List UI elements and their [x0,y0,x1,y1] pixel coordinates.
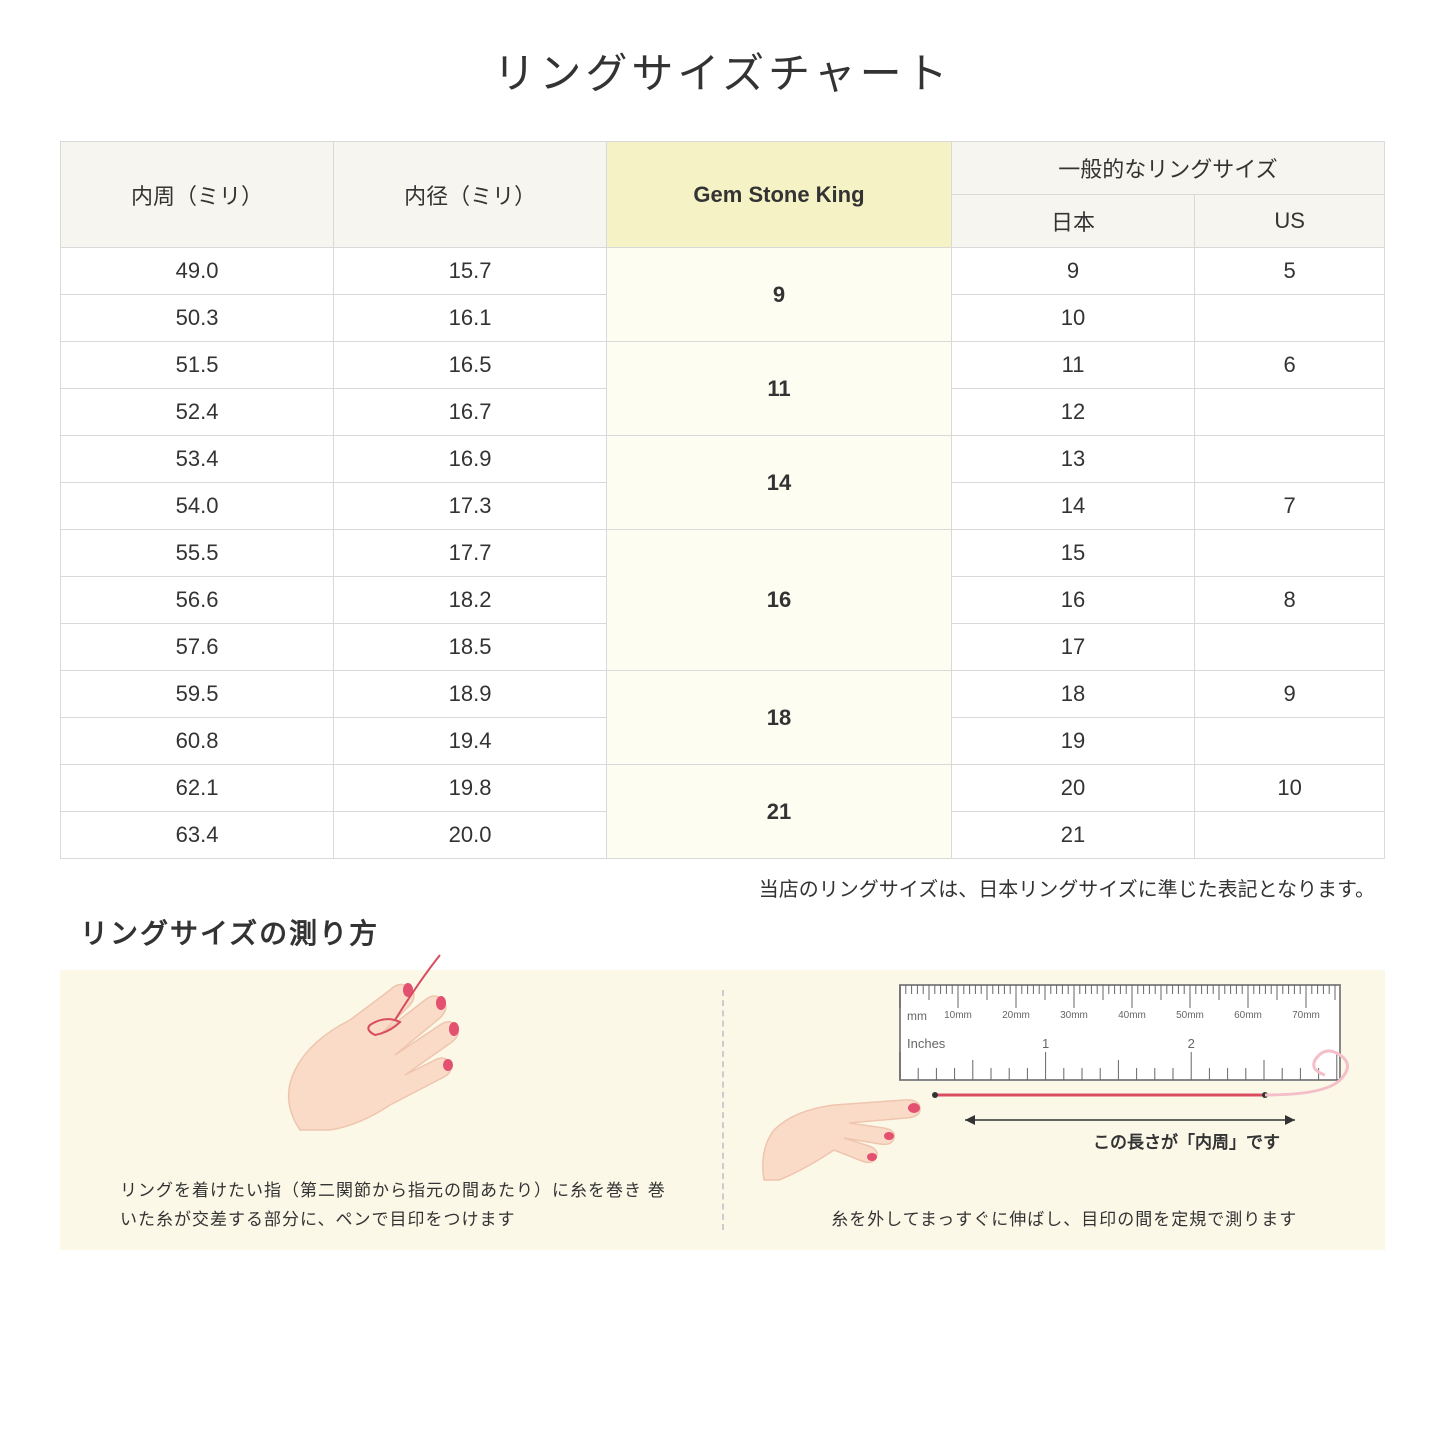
note-text: 当店のリングサイズは、日本リングサイズに準じた表記となります。 [60,873,1375,902]
cell-gsk: 16 [607,530,952,671]
cell-us [1195,530,1385,577]
howto-step-2-text: 糸を外してまっすぐに伸ばし、目印の間を定規で測ります [784,1206,1346,1235]
cell-circumference: 54.0 [61,483,334,530]
cell-us: 6 [1195,342,1385,389]
cell-japan: 20 [951,765,1194,812]
ruler-mm-mark: 30mm [1060,1010,1088,1021]
cell-japan: 15 [951,530,1194,577]
cell-diameter: 19.8 [334,765,607,812]
howto-step-1: リングを着けたい指（第二関節から指元の間あたり）に糸を巻き 巻いた糸が交差する部… [60,970,722,1250]
cell-us: 8 [1195,577,1385,624]
ruler-mm-mark: 60mm [1234,1010,1262,1021]
cell-diameter: 16.1 [334,295,607,342]
cell-circumference: 51.5 [61,342,334,389]
cell-japan: 12 [951,389,1194,436]
cell-japan: 17 [951,624,1194,671]
cell-diameter: 17.3 [334,483,607,530]
header-circumference: 内周（ミリ） [61,142,334,248]
cell-us [1195,389,1385,436]
ruler-inch-mark: 2 [1188,1036,1195,1051]
cell-japan: 18 [951,671,1194,718]
cell-diameter: 19.4 [334,718,607,765]
cell-japan: 10 [951,295,1194,342]
cell-gsk: 11 [607,342,952,436]
arrow-label: この長さが「内周」です [1093,1128,1280,1153]
cell-gsk: 18 [607,671,952,765]
ruler-mm-mark: 40mm [1118,1010,1146,1021]
arrow-span-icon [955,1110,1335,1130]
howto-title: リングサイズの測り方 [80,912,1385,952]
table-row: 59.518.918189 [61,671,1385,718]
howto-step-1-text: リングを着けたい指（第二関節から指元の間あたり）に糸を巻き 巻いた糸が交差する部… [120,1177,682,1235]
cell-japan: 14 [951,483,1194,530]
cell-circumference: 53.4 [61,436,334,483]
cell-circumference: 57.6 [61,624,334,671]
cell-japan: 21 [951,812,1194,859]
cell-gsk: 21 [607,765,952,859]
cell-diameter: 16.9 [334,436,607,483]
cell-gsk: 9 [607,248,952,342]
cell-diameter: 18.5 [334,624,607,671]
ruler-mm-mark: 70mm [1292,1010,1320,1021]
page-title: リングサイズチャート [60,40,1385,101]
size-chart-table: 内周（ミリ） 内径（ミリ） Gem Stone King 一般的なリングサイズ … [60,141,1385,859]
cell-diameter: 20.0 [334,812,607,859]
cell-circumference: 60.8 [61,718,334,765]
header-general-group: 一般的なリングサイズ [951,142,1384,195]
cell-us [1195,624,1385,671]
ruler-inches-label: Inches [907,1036,946,1051]
ruler-mm-label: mm [907,1009,927,1023]
header-gsk: Gem Stone King [607,142,952,248]
cell-us: 10 [1195,765,1385,812]
ruler-inch-mark: 1 [1042,1036,1049,1051]
cell-diameter: 16.7 [334,389,607,436]
cell-us [1195,812,1385,859]
table-row: 51.516.511116 [61,342,1385,389]
cell-circumference: 56.6 [61,577,334,624]
cell-diameter: 18.9 [334,671,607,718]
cell-circumference: 50.3 [61,295,334,342]
cell-circumference: 59.5 [61,671,334,718]
cell-diameter: 18.2 [334,577,607,624]
cell-us [1195,718,1385,765]
cell-circumference: 49.0 [61,248,334,295]
cell-diameter: 15.7 [334,248,607,295]
ruler-mm-mark: 10mm [944,1010,972,1021]
cell-us [1195,295,1385,342]
cell-japan: 16 [951,577,1194,624]
table-row: 62.119.8212010 [61,765,1385,812]
cell-us: 9 [1195,671,1385,718]
cell-diameter: 17.7 [334,530,607,577]
header-us: US [1195,195,1385,248]
cell-japan: 19 [951,718,1194,765]
ruler-mm-mark: 20mm [1002,1010,1030,1021]
cell-circumference: 63.4 [61,812,334,859]
cell-circumference: 55.5 [61,530,334,577]
cell-japan: 9 [951,248,1194,295]
ruler-mm-mark: 50mm [1176,1010,1204,1021]
cell-japan: 13 [951,436,1194,483]
header-diameter: 内径（ミリ） [334,142,607,248]
cell-circumference: 62.1 [61,765,334,812]
table-row: 55.517.71615 [61,530,1385,577]
cell-japan: 11 [951,342,1194,389]
header-japan: 日本 [951,195,1194,248]
ruler-icon: 10mm 20mm 30mm 40mm 50mm 60mm 70mm 1 2 mm Inches [895,980,1355,1110]
howto-step-2: 10mm 20mm 30mm 40mm 50mm 60mm 70mm 1 2 mm Inches… [724,970,1386,1250]
cell-diameter: 16.5 [334,342,607,389]
hand-thread-icon [240,950,540,1160]
table-row: 49.015.7995 [61,248,1385,295]
cell-gsk: 14 [607,436,952,530]
cell-circumference: 52.4 [61,389,334,436]
howto-panel: リングを着けたい指（第二関節から指元の間あたり）に糸を巻き 巻いた糸が交差する部… [60,970,1385,1250]
cell-us [1195,436,1385,483]
cell-us: 7 [1195,483,1385,530]
table-row: 53.416.91413 [61,436,1385,483]
cell-us: 5 [1195,248,1385,295]
